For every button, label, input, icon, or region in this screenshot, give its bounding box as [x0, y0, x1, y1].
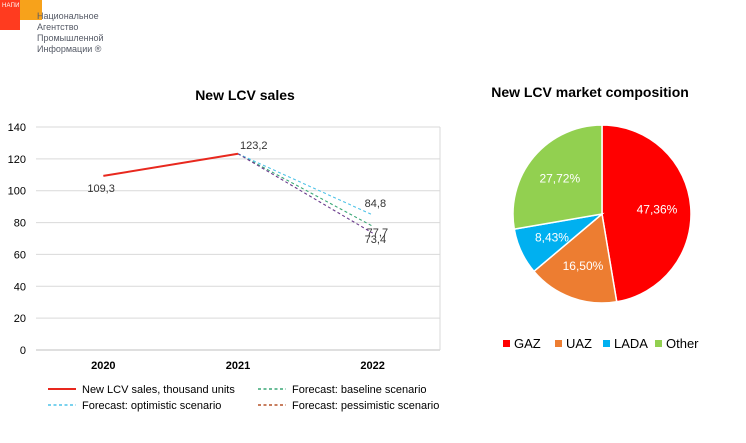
- logo-red-square: [0, 0, 20, 30]
- pie-legend-label: LADA: [614, 336, 648, 351]
- logo-line-3: Промышленной: [37, 33, 104, 43]
- pie-slice: [601, 124, 692, 303]
- x-tick-label: 2021: [226, 360, 250, 372]
- legend-label: Forecast: baseline scenario: [292, 384, 427, 396]
- pie-legend-label: UAZ: [566, 336, 592, 351]
- data-label: 73,4: [365, 234, 386, 246]
- logo-name: Национальное Агентство Промышленной Инфо…: [37, 11, 104, 55]
- y-tick-label: 40: [14, 281, 26, 293]
- data-label: 109,3: [87, 183, 115, 195]
- x-tick-label: 2022: [360, 360, 384, 372]
- y-tick-label: 140: [8, 122, 26, 134]
- y-tick-label: 100: [8, 186, 26, 198]
- pie-slice-label: 8,43%: [535, 230, 569, 244]
- y-tick-label: 60: [14, 249, 26, 261]
- pie-slice: [532, 212, 618, 304]
- x-tick-label: 2020: [91, 360, 115, 372]
- pie-slice-label: 47,36%: [637, 202, 678, 216]
- y-tick-label: 120: [8, 154, 26, 166]
- pie-legend-swatch: [503, 340, 510, 347]
- line-chart-title: New LCV sales: [195, 87, 295, 103]
- y-tick-label: 20: [14, 313, 26, 325]
- pie-legend-label: Other: [666, 336, 699, 351]
- logo-orange-square: [20, 0, 42, 20]
- data-label: 77,7: [367, 227, 388, 239]
- series-line: [237, 153, 373, 227]
- napi-logo: НАПИ Национальное Агентство Промышленной…: [0, 0, 120, 60]
- legend-label: New LCV sales, thousand units: [82, 384, 235, 396]
- y-tick-label: 0: [20, 345, 26, 357]
- legend-label: Forecast: optimistic scenario: [82, 400, 221, 412]
- pie-slice: [512, 124, 603, 230]
- series-line: [103, 152, 239, 177]
- series-line: [237, 153, 373, 216]
- pie-legend-swatch: [603, 340, 610, 347]
- legend-label: Forecast: pessimistic scenario: [292, 400, 439, 412]
- series-line: [237, 153, 373, 234]
- logo-abbreviation: НАПИ: [2, 3, 20, 9]
- pie-legend-label: GAZ: [514, 336, 541, 351]
- logo-line-1: Национальное: [37, 11, 99, 21]
- pie-legend-swatch: [655, 340, 662, 347]
- logo-line-4: Информации ®: [37, 44, 102, 54]
- pie-slice-label: 16,50%: [563, 259, 604, 273]
- pie-chart-title: New LCV market composition: [491, 84, 689, 100]
- pie-slice-label: 27,72%: [539, 171, 580, 185]
- logo-line-2: Агентство: [37, 22, 79, 32]
- y-tick-label: 80: [14, 218, 26, 230]
- pie-legend-swatch: [555, 340, 562, 347]
- data-label: 123,2: [240, 140, 268, 152]
- data-label: 84,8: [365, 198, 386, 210]
